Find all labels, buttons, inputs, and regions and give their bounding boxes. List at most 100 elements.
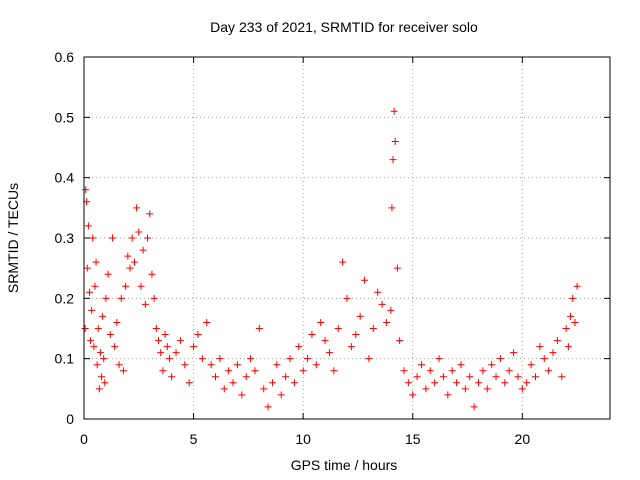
data-point [93,361,101,369]
data-point [435,355,443,363]
data-point [88,306,96,314]
data-point [461,385,469,393]
grid-lines [84,57,610,419]
data-point [101,379,109,387]
data-point [531,373,539,381]
x-tick-label: 20 [515,431,531,447]
data-point [422,385,430,393]
data-point [91,282,99,290]
data-point [161,331,169,339]
data-point [152,325,160,332]
data-point [391,137,399,145]
data-point [571,318,579,326]
data-point [115,361,123,369]
data-point [185,379,193,387]
data-point [163,343,171,351]
data-point [176,337,184,345]
data-point [181,361,189,369]
data-point [527,361,535,369]
data-point [135,228,143,236]
data-point [216,355,224,363]
data-point [304,355,312,363]
y-tick-label: 0.6 [55,49,75,65]
data-point [400,367,408,375]
data-point [540,355,548,363]
data-point [194,331,202,339]
data-point [89,234,97,242]
data-point [488,361,496,369]
data-point [573,282,581,290]
data-point [444,391,452,399]
data-point [85,288,93,296]
data-point [413,373,421,381]
data-point [409,391,417,399]
data-point [168,373,176,381]
data-point [382,318,390,326]
data-point [356,312,364,320]
data-point [352,331,360,339]
data-point [111,343,119,351]
y-tick-label: 0.5 [55,109,75,125]
data-point [492,373,500,381]
data-point [155,337,163,345]
data-point [431,379,439,387]
x-tick-label: 0 [80,431,88,447]
data-point [96,349,104,357]
data-point [390,107,398,115]
data-point [87,337,95,345]
data-point [505,367,513,375]
data-point [483,385,491,393]
data-point [198,355,206,363]
data-point [82,186,90,194]
data-point [102,294,110,302]
data-points [81,107,581,411]
tick-labels: 0 0.1 0.2 0.3 0.4 0.5 0.6 0 5 10 15 20 [55,49,531,447]
data-point [260,385,268,393]
data-point [229,379,237,387]
data-point [453,379,461,387]
data-point [564,343,572,351]
data-point [536,343,544,351]
data-point [90,343,98,351]
data-point [562,325,570,332]
data-point [233,361,241,369]
data-point [290,379,298,387]
data-point [439,373,447,381]
data-point [553,337,561,345]
data-point [225,367,233,375]
data-point [220,385,228,393]
data-point [126,264,134,272]
data-point [470,403,478,411]
data-point [286,355,294,363]
data-point [92,258,100,266]
data-point [130,258,138,266]
data-point [510,349,518,357]
data-point [83,264,91,272]
data-point [475,379,482,387]
data-point [117,294,125,302]
data-point [165,355,173,363]
x-tick-label: 15 [405,431,421,447]
data-point [347,343,355,351]
y-tick-label: 0.1 [55,351,75,367]
data-point [457,361,465,369]
data-point [247,355,255,363]
data-point [100,355,108,363]
data-point [369,325,377,332]
data-point [388,204,396,212]
data-point [343,294,351,302]
data-point [99,312,107,320]
data-point [124,252,132,260]
data-point [94,325,102,332]
data-point [518,385,526,393]
data-point [312,361,320,369]
data-point [282,373,290,381]
data-point [150,294,158,302]
data-point [496,355,504,363]
data-point [378,300,386,308]
data-point [404,379,412,387]
data-point [330,367,338,375]
data-point [122,282,130,290]
data-point [119,367,127,375]
data-point [128,234,136,242]
